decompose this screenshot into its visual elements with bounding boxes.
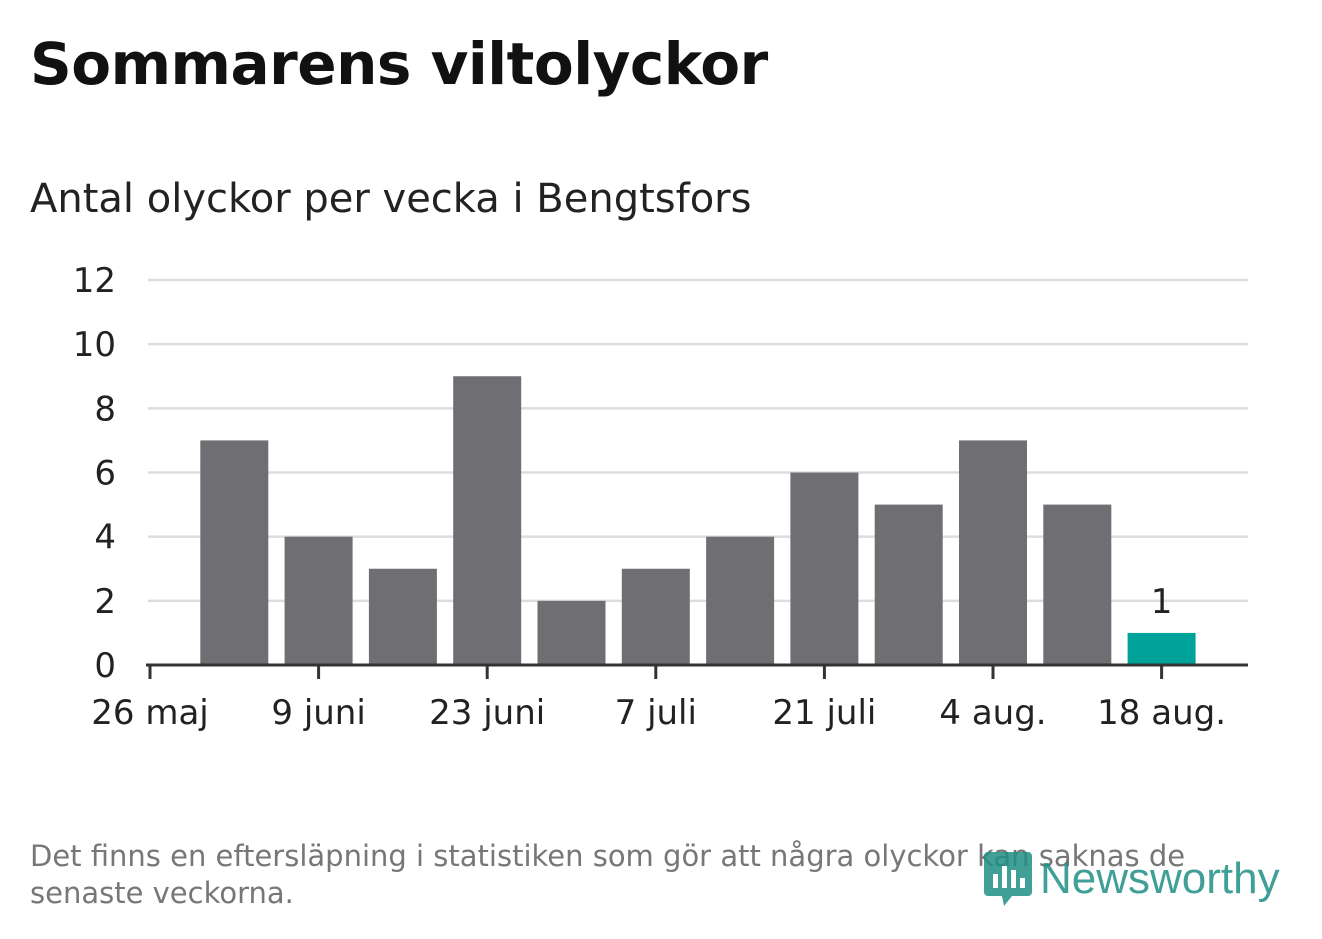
- y-tick-label: 6: [94, 454, 116, 494]
- bar-4: [537, 600, 606, 665]
- bar-6: [706, 536, 775, 665]
- bars: [200, 376, 1196, 665]
- x-tick-label: 21 juli: [772, 693, 876, 733]
- bar-8: [874, 504, 943, 665]
- y-tick-label: 10: [73, 325, 116, 365]
- logo-text: Newsworthy: [1040, 854, 1280, 903]
- annotations: 1: [1151, 582, 1173, 622]
- newsworthy-logo: Newsworthy: [982, 848, 1280, 910]
- bar-5: [621, 568, 690, 665]
- y-tick-label: 0: [94, 646, 116, 686]
- x-tick-label: 4 aug.: [939, 693, 1046, 733]
- x-tick-label: 26 maj: [91, 693, 208, 733]
- y-axis-ticks: 0 2 4 6 8 10 12: [73, 261, 116, 686]
- x-tick-label: 18 aug.: [1097, 693, 1226, 733]
- chart-title: Sommarens viltolyckor: [30, 30, 768, 98]
- bar-9: [959, 440, 1027, 665]
- bar-2: [368, 568, 437, 665]
- y-tick-label: 4: [94, 518, 116, 558]
- x-tick-label: 7 juli: [615, 693, 697, 733]
- y-tick-label: 2: [94, 582, 116, 622]
- bar-0: [200, 440, 269, 665]
- bar-1: [284, 536, 353, 665]
- x-tick-label: 23 juni: [429, 693, 545, 733]
- y-tick-label: 8: [94, 389, 116, 429]
- bar-11: [1127, 632, 1196, 665]
- bar-7: [790, 472, 859, 665]
- bar-chart: 0 2 4 6 8 10 12 26 maj 9 juni 23 juni 7 juli 21 ju…: [73, 261, 1248, 733]
- x-axis: 26 maj 9 juni 23 juni 7 juli 21 juli 4 aug. 18…: [91, 663, 1248, 733]
- chart-subtitle: Antal olyckor per vecka i Bengtsfors: [30, 176, 752, 222]
- y-tick-label: 12: [73, 261, 116, 301]
- data-label: 1: [1151, 582, 1173, 622]
- bar-10: [1043, 504, 1112, 665]
- logo-icon: [984, 852, 1032, 906]
- bar-3: [453, 376, 522, 665]
- x-tick-label: 9 juni: [271, 693, 365, 733]
